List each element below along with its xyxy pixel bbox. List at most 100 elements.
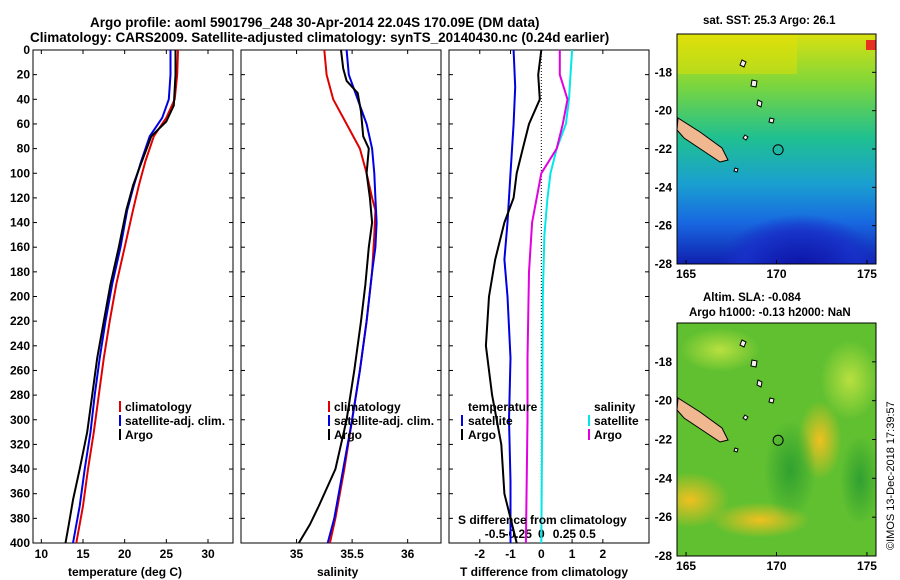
temperature-panel: 0 20 40 60 80 100 120 140 160 180 200 220 240 260 280 3… (10, 43, 234, 579)
series-salinity-satellite (540, 49, 574, 544)
legend-label-satellite: satellite-adj. clim. (334, 414, 434, 428)
s-diff-tick-label: -0.25 (505, 527, 533, 541)
map-lat-label: -22 (655, 142, 673, 156)
series-temperature-satellite (503, 49, 517, 543)
map-lat-label: -28 (655, 549, 673, 563)
sst-warm-patch (677, 34, 797, 74)
figure-title-line1: Argo profile: aoml 5901796_248 30-Apr-20… (90, 15, 539, 30)
argo-position-marker (772, 434, 784, 446)
difference-depth-ticks (449, 49, 649, 544)
new-caledonia-land (677, 117, 729, 163)
x-tick-label: -1 (505, 547, 516, 561)
x-tick-label: 36 (401, 547, 415, 561)
sla-map-title-line1: Altim. SLA: -0.084 (703, 292, 801, 304)
legend-title-salinity: salinity (594, 400, 636, 414)
depth-tick-label: 360 (10, 487, 30, 501)
depth-tick-label: 40 (17, 92, 31, 106)
s-diff-tick-label: 0.5 (579, 527, 596, 541)
legend-label-argo: Argo (334, 428, 362, 442)
series-temperature-argo (484, 49, 543, 544)
depth-tick-label: 180 (10, 265, 30, 279)
x-tick-label: 25 (160, 547, 174, 561)
depth-tick-label: 60 (17, 117, 31, 131)
depth-tick-label: 280 (10, 388, 30, 402)
difference-plot-frame (448, 49, 650, 544)
depth-tick-label: 380 (10, 511, 30, 525)
s-difference-axis-label: S difference from climatology (458, 513, 627, 527)
sla-high-4 (820, 340, 876, 420)
depth-tick-label: 340 (10, 462, 30, 476)
depth-tick-label: 320 (10, 437, 30, 451)
legend-label-climatology: climatology (125, 400, 192, 414)
sla-high-5 (680, 328, 760, 372)
x-tick-label: 15 (76, 547, 90, 561)
salinity-axis-ticks: 35 35.5 36 (290, 50, 415, 561)
depth-tick-label: 200 (10, 290, 30, 304)
salinity-axis-label: salinity (317, 565, 359, 579)
map-lat-label: -24 (655, 471, 673, 485)
x-tick-label: 0 (538, 547, 545, 561)
temperature-axis-ticks: 10 15 20 25 30 (35, 50, 215, 561)
salinity-depth-ticks (241, 49, 441, 544)
salinity-panel: 35 35.5 36 salinity climatology satellite-… (240, 49, 442, 579)
series-satellite-adj-clim- (72, 50, 172, 544)
legend-label-sal-satellite: satellite (594, 414, 639, 428)
sla-low-2 (840, 435, 876, 525)
legend-label-temp-argo: Argo (468, 428, 496, 442)
depth-tick-label: 100 (10, 166, 30, 180)
vanuatu-islands (733, 59, 775, 173)
temperature-axis-label: temperature (deg C) (68, 565, 182, 579)
depth-tick-label: 300 (10, 413, 30, 427)
x-tick-label: 35.5 (340, 547, 364, 561)
map-lat-label: -20 (655, 104, 673, 118)
map-lon-label: 165 (676, 559, 696, 573)
depth-axis-ticks: 0 20 40 60 80 100 120 140 160 180 200 220 240 260 280 3… (10, 43, 233, 550)
map-lon-label: 170 (766, 267, 786, 281)
depth-tick-label: 120 (10, 191, 30, 205)
sst-map-title: sat. SST: 25.3 Argo: 26.1 (703, 15, 836, 27)
depth-tick-label: 240 (10, 339, 30, 353)
x-tick-label: 35 (290, 547, 304, 561)
figure-title-line2: Climatology: CARS2009. Satellite-adjuste… (30, 30, 609, 45)
map-lat-label: -18 (655, 355, 673, 369)
difference-series (484, 49, 574, 544)
depth-tick-label: 220 (10, 314, 30, 328)
temperature-plot-frame (32, 49, 234, 544)
depth-tick-label: 20 (17, 68, 31, 82)
difference-legend: temperature satellite Argo salinity sate… (461, 400, 639, 442)
x-tick-label: 2 (600, 547, 607, 561)
x-tick-label: 10 (35, 547, 49, 561)
t-difference-axis-label: T difference from climatology (460, 565, 628, 579)
series-argo (297, 49, 374, 544)
sst-map-image (677, 34, 876, 264)
series-climatology (75, 49, 179, 544)
new-caledonia-land (677, 397, 729, 443)
vanuatu-islands (733, 339, 775, 453)
map-lon-label: 165 (676, 267, 696, 281)
sst-map-panel: sat. SST: 25.3 Argo: 26.1 165 170 175 -18 -2… (655, 15, 878, 281)
depth-tick-label: 0 (23, 43, 30, 57)
map-lat-label: -20 (655, 394, 673, 408)
legend-label-argo: Argo (125, 428, 153, 442)
x-tick-label: 20 (118, 547, 132, 561)
map-lat-label: -26 (655, 510, 673, 524)
sla-map-image (677, 323, 876, 556)
map-lat-label: -26 (655, 219, 673, 233)
legend-label-satellite: satellite-adj. clim. (125, 414, 225, 428)
legend-label-sal-argo: Argo (594, 428, 622, 442)
argo-position-marker (772, 144, 784, 156)
map-lon-label: 170 (766, 559, 786, 573)
depth-tick-label: 140 (10, 216, 30, 230)
legend-label-temp-satellite: satellite (468, 414, 513, 428)
sst-map-ticks: 165 170 175 -18 -20 -22 -24 -26 -28 (655, 65, 878, 281)
sla-map-title-line2: Argo h1000: -0.13 h2000: NaN (689, 307, 851, 319)
depth-tick-label: 400 (10, 536, 30, 550)
map-lat-label: -22 (655, 433, 673, 447)
x-tick-label: -2 (474, 547, 485, 561)
sla-map-panel: Altim. SLA: -0.084 Argo h1000: -0.13 h20… (655, 292, 878, 573)
depth-tick-label: 80 (17, 142, 31, 156)
sst-hot-pixel (866, 40, 876, 50)
salinity-legend: climatology satellite-adj. clim. Argo (328, 400, 434, 442)
